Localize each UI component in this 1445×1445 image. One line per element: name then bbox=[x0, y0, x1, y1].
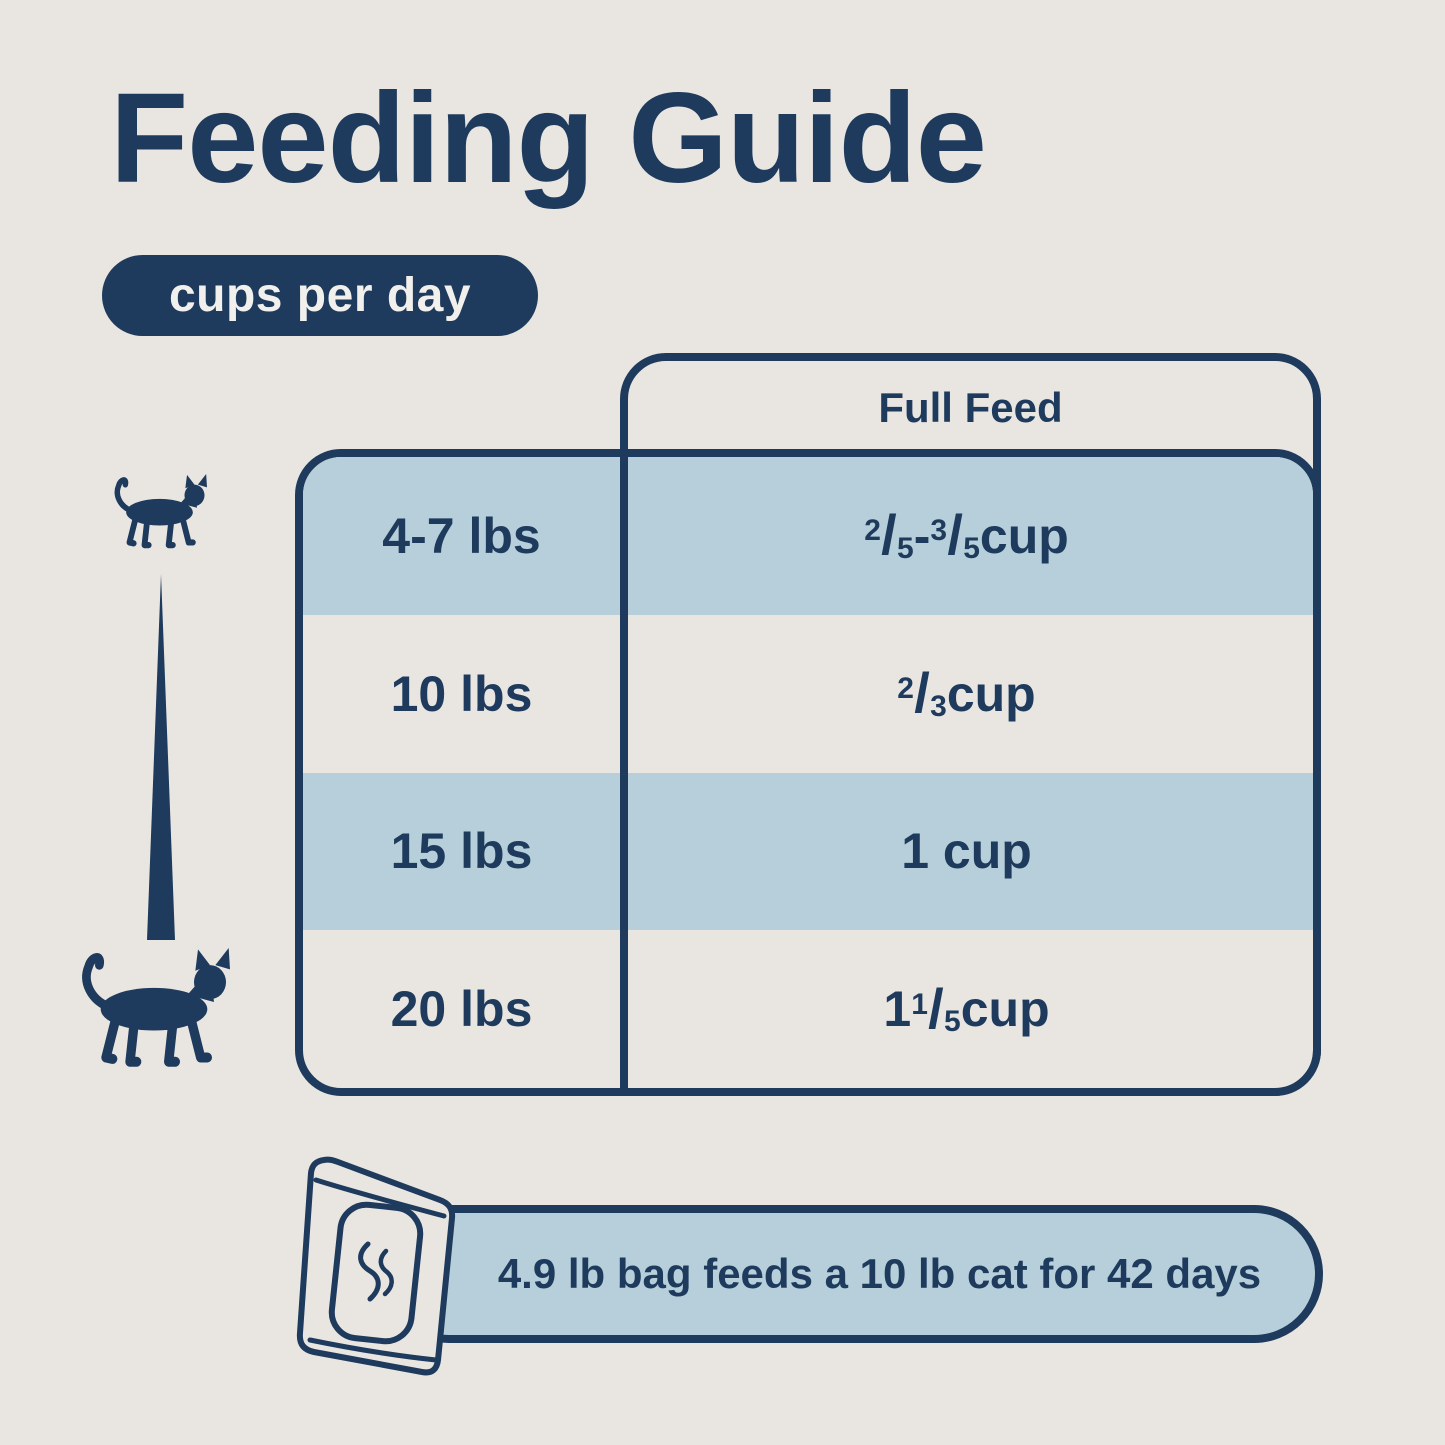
footer-note-text: 4.9 lb bag feeds a 10 lb cat for 42 days bbox=[497, 1250, 1262, 1297]
page-title: Feeding Guide bbox=[110, 67, 987, 210]
size-scale-line-icon bbox=[147, 574, 175, 940]
amount-cell: 2/3 cup bbox=[897, 661, 1036, 725]
weight-cell: 15 lbs bbox=[390, 823, 533, 880]
food-bag-icon bbox=[296, 1156, 456, 1376]
feeding-table: 4-7 lbs 2/5 - 3/5 cup 10 lbs 2/3 cup 15 … bbox=[295, 449, 1321, 1096]
amount-cell: 1 1/5 cup bbox=[883, 976, 1050, 1040]
amount-cell: 2/5 - 3/5 cup bbox=[864, 503, 1069, 567]
weight-cell: 10 lbs bbox=[390, 665, 533, 722]
footer-note-pill: 4.9 lb bag feeds a 10 lb cat for 42 days bbox=[380, 1205, 1323, 1343]
weight-cell: 20 lbs bbox=[390, 981, 533, 1038]
table-row: 10 lbs 2/3 cup bbox=[303, 615, 1313, 773]
table-row: 4-7 lbs 2/5 - 3/5 cup bbox=[303, 457, 1313, 615]
weight-cell: 4-7 lbs bbox=[382, 507, 541, 564]
column-header: Full Feed bbox=[878, 384, 1063, 431]
table-row: 20 lbs 1 1/5 cup bbox=[303, 930, 1313, 1088]
small-cat-icon bbox=[114, 474, 207, 549]
badge-label: cups per day bbox=[168, 269, 472, 322]
table-row: 15 lbs 1 cup bbox=[303, 772, 1313, 931]
amount-cell: 1 cup bbox=[901, 823, 1032, 880]
large-cat-icon bbox=[82, 948, 230, 1067]
cups-per-day-badge: cups per day bbox=[102, 255, 538, 336]
